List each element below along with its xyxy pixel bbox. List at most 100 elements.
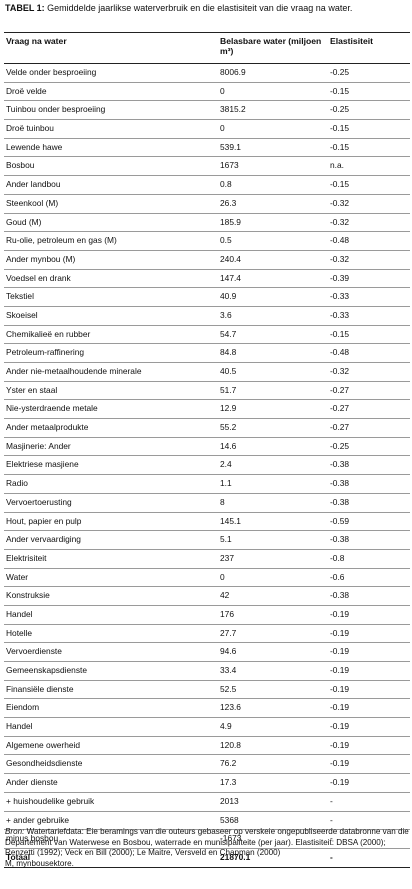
cell-water-volume: 40.9 [218,287,328,307]
cell-sector: Hotelle [4,624,218,644]
table-row: + huishoudelike gebruik 2013- [4,792,410,812]
cell-sector: Hout, papier en pulp [4,512,218,532]
cell-sector: Tuinbou onder besproeiing [4,100,218,121]
cell-sector: Skoeisel [4,306,218,326]
table-row: Goud (M) 185.9 -0.32 [4,213,410,233]
cell-sector: Ander dienste [4,773,218,793]
table-row: Lewende hawe 539.1 -0.15 [4,138,410,158]
cell-elasticity: -0.19 [328,642,410,662]
cell-sector: + ander gebruike [4,811,218,831]
table-row: Ander vervaardiging 5.1 -0.38 [4,530,410,550]
table-row: Water 0 -0.6 [4,568,410,588]
cell-sector: Tekstiel [4,287,218,307]
cell-sector: Water [4,568,218,588]
table-row: Algemene owerheid 120.8 -0.19 [4,736,410,756]
cell-water-volume: 539.1 [218,138,328,158]
header-demand: Vraag na water [4,32,218,64]
table-row: Vervoerdienste 94.6 -0.19 [4,642,410,662]
total-row: Totaal 21870.1- [4,848,410,868]
cell-water-volume: 2013 [218,792,328,812]
cell-sector: Yster en staal [4,381,218,401]
table-row: Tekstiel 40.9 -0.33 [4,287,410,307]
caption-label: TABEL 1: [5,3,45,13]
table-row: Yster en staal 51.7 -0.27 [4,381,410,401]
cell-sector: + huishoudelike gebruik [4,792,218,812]
table-row: Radio 1.1 -0.38 [4,474,410,494]
cell-elasticity: n.a. [328,156,410,177]
cell-elasticity: -0.33 [328,287,410,307]
cell-elasticity: -0.27 [328,399,410,420]
header-taxable-water: Belasbare water (miljoen m³) [218,32,328,64]
cell-sector: Vervoerdienste [4,642,218,662]
cell-water-volume: 84.8 [218,343,328,363]
cell-elasticity: -0.32 [328,194,410,214]
table-row: Hout, papier en pulp 145.1 -0.59 [4,512,410,532]
cell-elasticity: - [328,829,410,849]
table-body: Velde onder besproeiing 8006.9 -0.25 Droë v… [4,63,410,868]
cell-water-volume: 26.3 [218,194,328,214]
cell-elasticity: -0.33 [328,306,410,326]
cell-elasticity: -0.8 [328,549,410,569]
cell-water-volume: 176 [218,605,328,625]
table-row: Steenkool (M) 26.3 -0.32 [4,194,410,214]
table-row: Finansiële dienste 52.5 -0.19 [4,680,410,700]
table-row: Konstruksie 42 -0.38 [4,586,410,606]
cell-sector: Ru-olie, petroleum en gas (M) [4,231,218,251]
cell-sector: Petroleum-raffinering [4,343,218,363]
cell-water-volume: 76.2 [218,754,328,775]
source-footnote: M, mynbousektore. [5,858,74,868]
cell-elasticity: -0.15 [328,82,410,102]
table-row: Tuinbou onder besproeiing 3815.2 -0.25 [4,100,410,121]
cell-water-volume: 42 [218,586,328,606]
table-row: Chemikalieë en rubber 54.7 -0.15 [4,325,410,345]
cell-sector: Ander nie-metaalhoudende minerale [4,362,218,382]
cell-elasticity: -0.38 [328,530,410,550]
cell-sector: Velde onder besproeiing [4,63,218,83]
cell-elasticity: -0.59 [328,512,410,532]
cell-elasticity: -0.25 [328,63,410,83]
cell-water-volume: 1.1 [218,474,328,494]
cell-sector: Totaal [4,848,218,868]
cell-sector: Gesondheidsdienste [4,754,218,775]
cell-sector: minus bosbou [4,829,218,849]
water-demand-table: Vraag na water Belasbare water (miljoen … [4,32,410,868]
cell-sector: Elektrisiteit [4,549,218,569]
cell-elasticity: -0.6 [328,568,410,588]
table-row: Nie-ysterdraende metale 12.9 -0.27 [4,399,410,420]
source-label: Bron: [5,827,25,836]
cell-sector: Lewende hawe [4,138,218,158]
cell-water-volume: 0 [218,568,328,588]
cell-elasticity: -0.32 [328,362,410,382]
cell-elasticity: -0.19 [328,736,410,756]
table-row: Ander nie-metaalhoudende minerale 40.5 -0.… [4,362,410,382]
cell-water-volume: 54.7 [218,325,328,345]
table-row: Petroleum-raffinering 84.8 -0.48 [4,343,410,363]
cell-elasticity: -0.39 [328,269,410,289]
cell-sector: Masjinerie: Ander [4,437,218,457]
cell-water-volume: 185.9 [218,213,328,233]
table-row: Ander landbou 0.8 -0.15 [4,175,410,195]
cell-water-volume: 17.3 [218,773,328,793]
cell-water-volume: 51.7 [218,381,328,401]
cell-elasticity: - [328,811,410,831]
table-row: Masjinerie: Ander 14.6 -0.25 [4,437,410,457]
table-row: Bosbou 1673 n.a. [4,156,410,177]
cell-elasticity: -0.15 [328,325,410,345]
cell-water-volume: 4.9 [218,717,328,737]
table-row: minus bosbou -1673- [4,829,410,849]
table-row: Handel 4.9 -0.19 [4,717,410,737]
cell-sector: Voedsel en drank [4,269,218,289]
table-row: Droë tuinbou 0 -0.15 [4,119,410,139]
cell-water-volume: 1673 [218,156,328,177]
cell-water-volume: 14.6 [218,437,328,457]
cell-sector: Handel [4,605,218,625]
cell-water-volume: 94.6 [218,642,328,662]
cell-water-volume: 8 [218,493,328,513]
cell-elasticity: - [328,848,410,868]
cell-water-volume: 0 [218,119,328,139]
cell-sector: Chemikalieë en rubber [4,325,218,345]
cell-water-volume: 33.4 [218,661,328,681]
cell-sector: Gemeenskapsdienste [4,661,218,681]
table-caption: TABEL 1: Gemiddelde jaarlikse waterverbr… [5,3,409,14]
cell-water-volume: -1673 [218,829,328,849]
